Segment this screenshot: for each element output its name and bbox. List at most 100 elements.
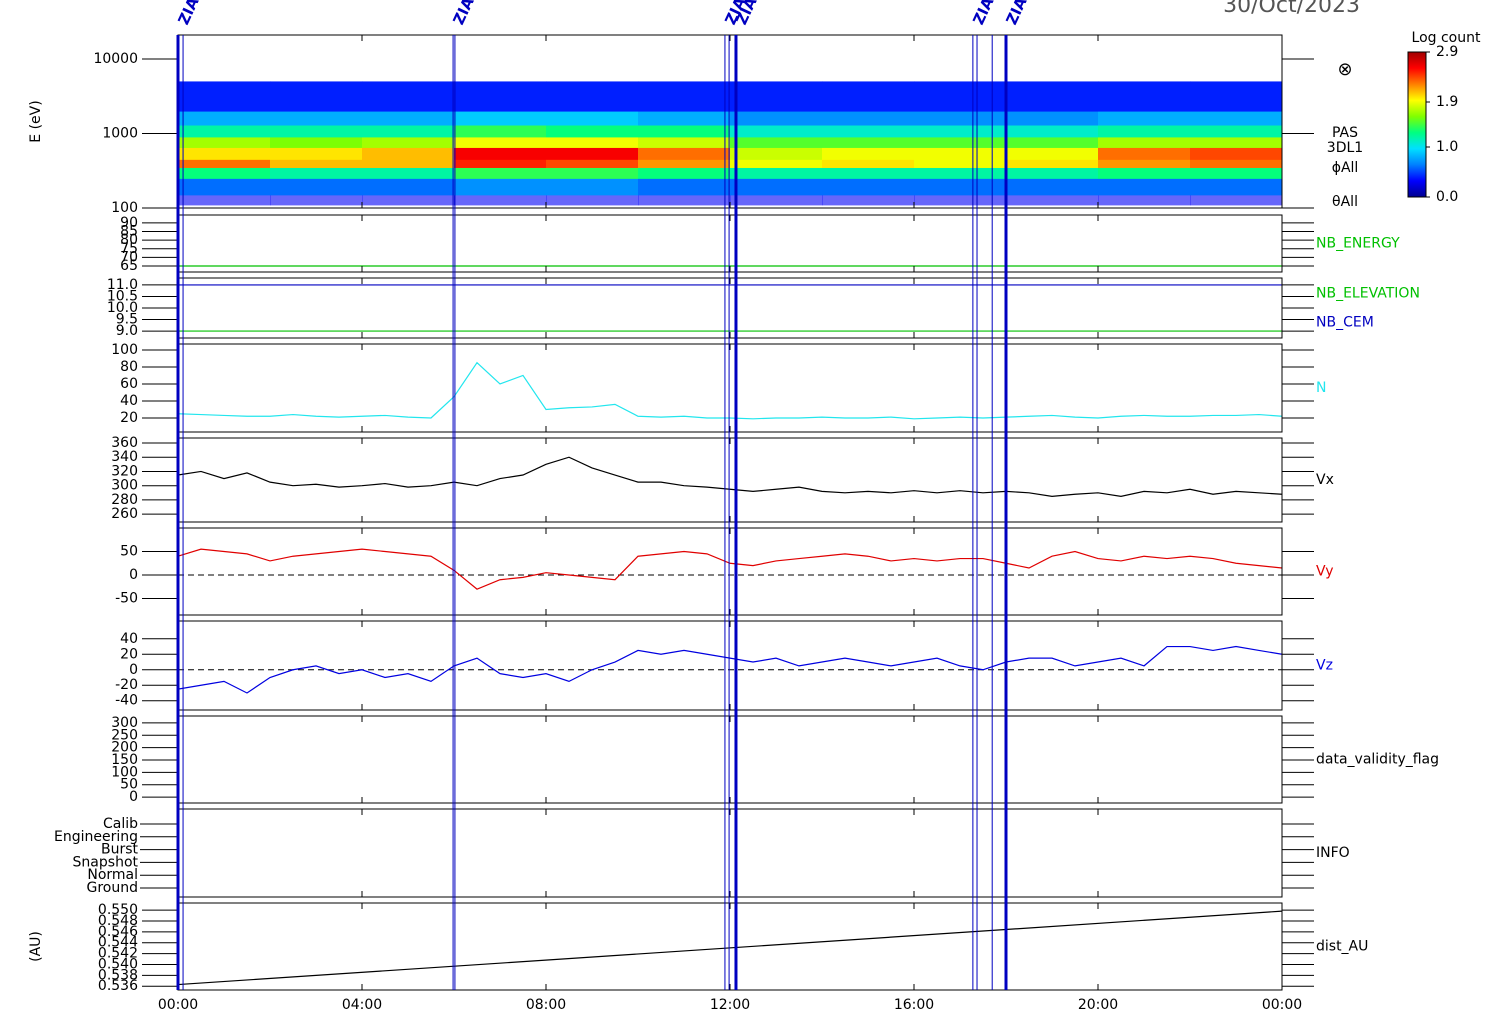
spectrogram-cell — [730, 81, 823, 112]
y-tick-label: 100 — [111, 342, 138, 358]
spectrogram-cell — [822, 178, 915, 196]
spectrogram-cell — [546, 81, 639, 112]
spectrogram-cell — [1190, 81, 1283, 112]
colorbar-tick-label: 1.9 — [1436, 94, 1458, 110]
y-tick-label: 260 — [111, 506, 138, 522]
spectrogram-cell — [822, 136, 915, 148]
spectrogram-cell — [638, 81, 731, 112]
panel-frame — [177, 808, 1283, 898]
spectrogram-cell — [1006, 159, 1099, 168]
series-line — [177, 548, 1283, 590]
y-tick-label: 280 — [111, 492, 138, 508]
spectrogram-cell — [1098, 147, 1191, 160]
spectrogram-cell — [1190, 178, 1283, 196]
panel-frame — [177, 620, 1283, 711]
spectrogram-cell — [914, 147, 1007, 160]
spectrogram-cell — [454, 178, 547, 196]
spectrogram-cell — [914, 194, 1007, 206]
side-label: PAS — [1332, 125, 1358, 141]
series-line — [177, 361, 1283, 420]
spectrogram-cell — [454, 167, 547, 179]
y-tick-label: -40 — [115, 693, 138, 709]
y-tick-label: 320 — [111, 463, 138, 479]
symbol: ⊗ — [1337, 59, 1352, 80]
spectrogram-cell — [822, 125, 915, 138]
spectrogram-cell — [178, 194, 271, 206]
spectrogram-cell — [178, 178, 271, 196]
y-tick-label: 0.548 — [98, 913, 138, 929]
spectrogram-cell — [1190, 147, 1283, 160]
y-tick-label: 0.542 — [98, 946, 138, 962]
spectrogram-cell — [270, 159, 363, 168]
spectrogram-cell — [914, 125, 1007, 138]
spectrogram-cell — [178, 167, 271, 179]
spectrogram-cell — [730, 178, 823, 196]
spectrogram-cell — [638, 147, 731, 160]
x-tick-label: 08:00 — [526, 997, 566, 1013]
spectrogram-cell — [362, 194, 455, 206]
spectrogram-cell — [454, 159, 547, 168]
y-tick-label: 20 — [120, 646, 138, 662]
colorbar-tick-label: 1.0 — [1436, 139, 1458, 155]
spectrogram-cell — [1190, 194, 1283, 206]
spectrogram-cell — [454, 194, 547, 206]
spectrogram-cell — [1006, 167, 1099, 179]
spectrogram-cell — [178, 81, 271, 112]
y-tick-label: 40 — [120, 631, 138, 647]
y-tick-label: 50 — [120, 544, 138, 560]
y-tick-label: -50 — [115, 591, 138, 607]
spectrogram-cell — [178, 111, 271, 126]
spectrogram-cell — [638, 125, 731, 138]
x-tick-label: 04:00 — [342, 997, 382, 1013]
y-tick-label: 10000 — [93, 51, 138, 67]
y-tick-label: 50 — [120, 777, 138, 793]
spectrogram-cell — [546, 125, 639, 138]
y-tick-label: 60 — [120, 376, 138, 392]
spectrogram-cell — [178, 159, 271, 168]
spectrogram-cell — [362, 125, 455, 138]
y-tick-label: 340 — [111, 449, 138, 465]
series-label: NB_ELEVATION — [1316, 286, 1420, 302]
spectrogram-cell — [1190, 125, 1283, 138]
category-label: Ground — [87, 880, 139, 896]
y-tick-label: 150 — [111, 752, 138, 768]
spectrogram-cell — [178, 136, 271, 148]
side-label: ϕAll — [1332, 160, 1359, 176]
spectrogram-cell — [914, 81, 1007, 112]
colorbar — [1407, 51, 1427, 198]
date-label: 30/Oct/2023 — [1223, 0, 1360, 18]
spectrogram-cell — [1098, 159, 1191, 168]
category-label: Burst — [101, 842, 139, 858]
spectrogram-cell — [1006, 136, 1099, 148]
spectrogram-cell — [1190, 136, 1283, 148]
y-tick-label: 200 — [111, 740, 138, 756]
spectrogram-cell — [362, 147, 455, 160]
spectrogram-cell — [270, 81, 363, 112]
spectrogram-cell — [822, 81, 915, 112]
spectrogram-cell — [178, 147, 271, 160]
spectrogram-cell — [454, 147, 547, 160]
y-tick-label: 0.546 — [98, 924, 138, 940]
series-label: Vx — [1316, 472, 1334, 488]
colorbar-tick-label: 2.9 — [1436, 44, 1458, 60]
y-tick-label: 0.544 — [98, 935, 138, 951]
spectrogram-cell — [362, 111, 455, 126]
panel-frame — [177, 527, 1283, 616]
x-tick-label: 00:00 — [1262, 997, 1302, 1013]
spectrogram-cell — [270, 136, 363, 148]
y-tick-label: 300 — [111, 478, 138, 494]
spectrogram-cell — [730, 194, 823, 206]
spectrogram-cell — [546, 194, 639, 206]
series-line — [177, 456, 1283, 497]
series-label: dist_AU — [1316, 939, 1368, 955]
spectrogram-cell — [638, 136, 731, 148]
spectrogram-cell — [362, 159, 455, 168]
spectrogram-cell — [914, 178, 1007, 196]
y-tick-label: 10.5 — [107, 288, 138, 304]
y-tick-label: 70 — [120, 249, 138, 265]
y-tick-label: 0.550 — [98, 902, 138, 918]
y-tick-label: 20 — [120, 410, 138, 426]
side-label: θAll — [1332, 194, 1358, 210]
spectrogram-cell — [1006, 81, 1099, 112]
